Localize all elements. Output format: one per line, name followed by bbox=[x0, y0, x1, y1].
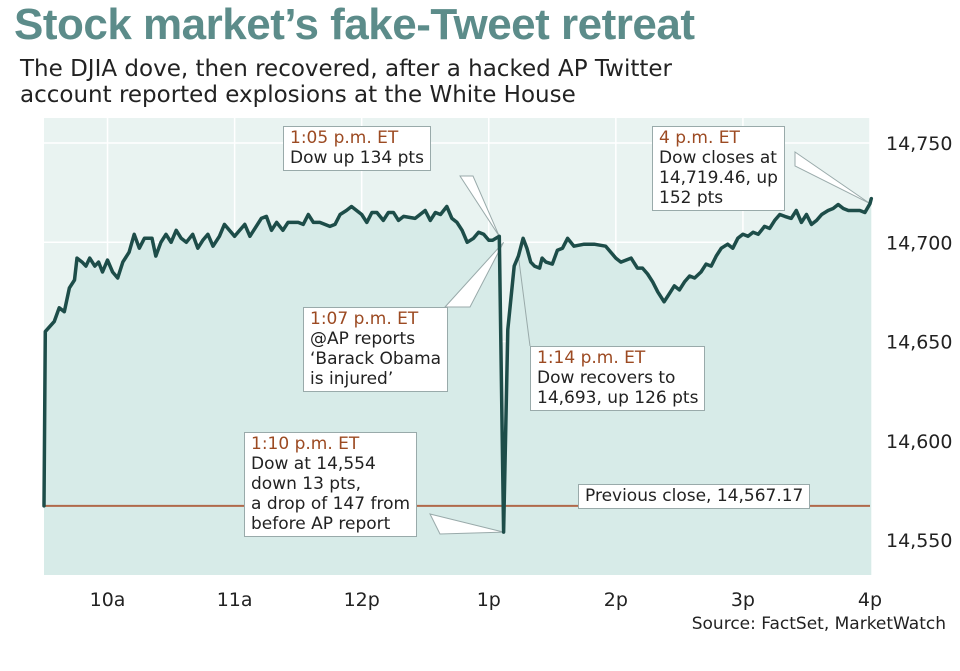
annotation-4pm: 4 p.m. ET Dow closes at 14,719.46, up 15… bbox=[652, 126, 785, 211]
chart-title: Stock market’s fake-Tweet retreat bbox=[14, 0, 695, 49]
annotation-line: down 13 pts, bbox=[251, 474, 362, 494]
dow-series-line bbox=[42, 196, 874, 534]
y-tick-label: 14,650 bbox=[886, 332, 952, 354]
chart-subtitle-line-1: The DJIA dove, then recovered, after a h… bbox=[20, 56, 673, 82]
x-tick-label: 11a bbox=[217, 589, 253, 611]
annotation-time: 1:10 p.m. ET bbox=[251, 434, 360, 454]
annotation-leaders bbox=[429, 151, 871, 535]
annotation-1-14pm: 1:14 p.m. ET Dow recovers to 14,693, up … bbox=[530, 346, 706, 411]
annotation-line: 14,693, up 126 pts bbox=[537, 388, 699, 408]
annotation-time: 1:05 p.m. ET bbox=[290, 128, 399, 148]
y-tick-labels: 14,750 14,700 14,650 14,600 14,550 bbox=[886, 133, 952, 552]
annotation-time: 1:14 p.m. ET bbox=[537, 348, 646, 368]
annotation-leader bbox=[429, 513, 504, 535]
annotation-line: 14,719.46, up bbox=[659, 168, 778, 188]
x-tick-label: 1p bbox=[477, 589, 501, 611]
annotation-leader bbox=[459, 175, 500, 237]
annotation-line: a drop of 147 from bbox=[251, 494, 411, 514]
x-tick-label: 2p bbox=[604, 589, 628, 611]
x-tick-label: 10a bbox=[90, 589, 126, 611]
x-tick-labels: 10a 11a 12p 1p 2p 3p 4p bbox=[90, 589, 882, 611]
x-tick-label: 12p bbox=[344, 589, 380, 611]
annotation-1-10pm: 1:10 p.m. ET Dow at 14,554 down 13 pts, … bbox=[244, 432, 418, 537]
y-tick-label: 14,550 bbox=[886, 530, 952, 552]
annotation-line: ‘Barack Obama bbox=[310, 349, 442, 369]
annotation-line: 152 pts bbox=[659, 188, 724, 208]
dow-area-fill bbox=[44, 198, 872, 575]
annotation-line: Dow up 134 pts bbox=[290, 148, 424, 168]
y-tick-label: 14,600 bbox=[886, 431, 952, 453]
previous-close-text: Previous close, 14,567.17 bbox=[585, 486, 804, 506]
annotation-line: is injured’ bbox=[310, 369, 394, 389]
annotation-1-05pm: 1:05 p.m. ET Dow up 134 pts bbox=[283, 126, 431, 171]
annotation-time: 4 p.m. ET bbox=[659, 128, 740, 148]
x-tick-label: 4p bbox=[858, 589, 882, 611]
source-credit: Source: FactSet, MarketWatch bbox=[691, 614, 946, 634]
annotation-line: Dow at 14,554 bbox=[251, 454, 376, 474]
annotation-line: before AP report bbox=[251, 514, 391, 534]
previous-close-label: Previous close, 14,567.17 bbox=[578, 484, 811, 509]
annotation-line: Dow closes at bbox=[659, 148, 777, 168]
annotation-1-07pm: 1:07 p.m. ET @AP reports ‘Barack Obama i… bbox=[303, 307, 449, 392]
x-tick-label: 3p bbox=[731, 589, 755, 611]
y-tick-label: 14,700 bbox=[886, 232, 952, 254]
annotation-leader bbox=[794, 151, 871, 205]
annotation-line: @AP reports bbox=[310, 329, 416, 349]
annotation-leader bbox=[443, 241, 505, 308]
y-tick-label: 14,750 bbox=[886, 133, 952, 155]
annotation-line: Dow recovers to bbox=[537, 368, 676, 388]
annotation-time: 1:07 p.m. ET bbox=[310, 309, 419, 329]
chart-subtitle-line-2: account reported explosions at the White… bbox=[20, 82, 576, 108]
